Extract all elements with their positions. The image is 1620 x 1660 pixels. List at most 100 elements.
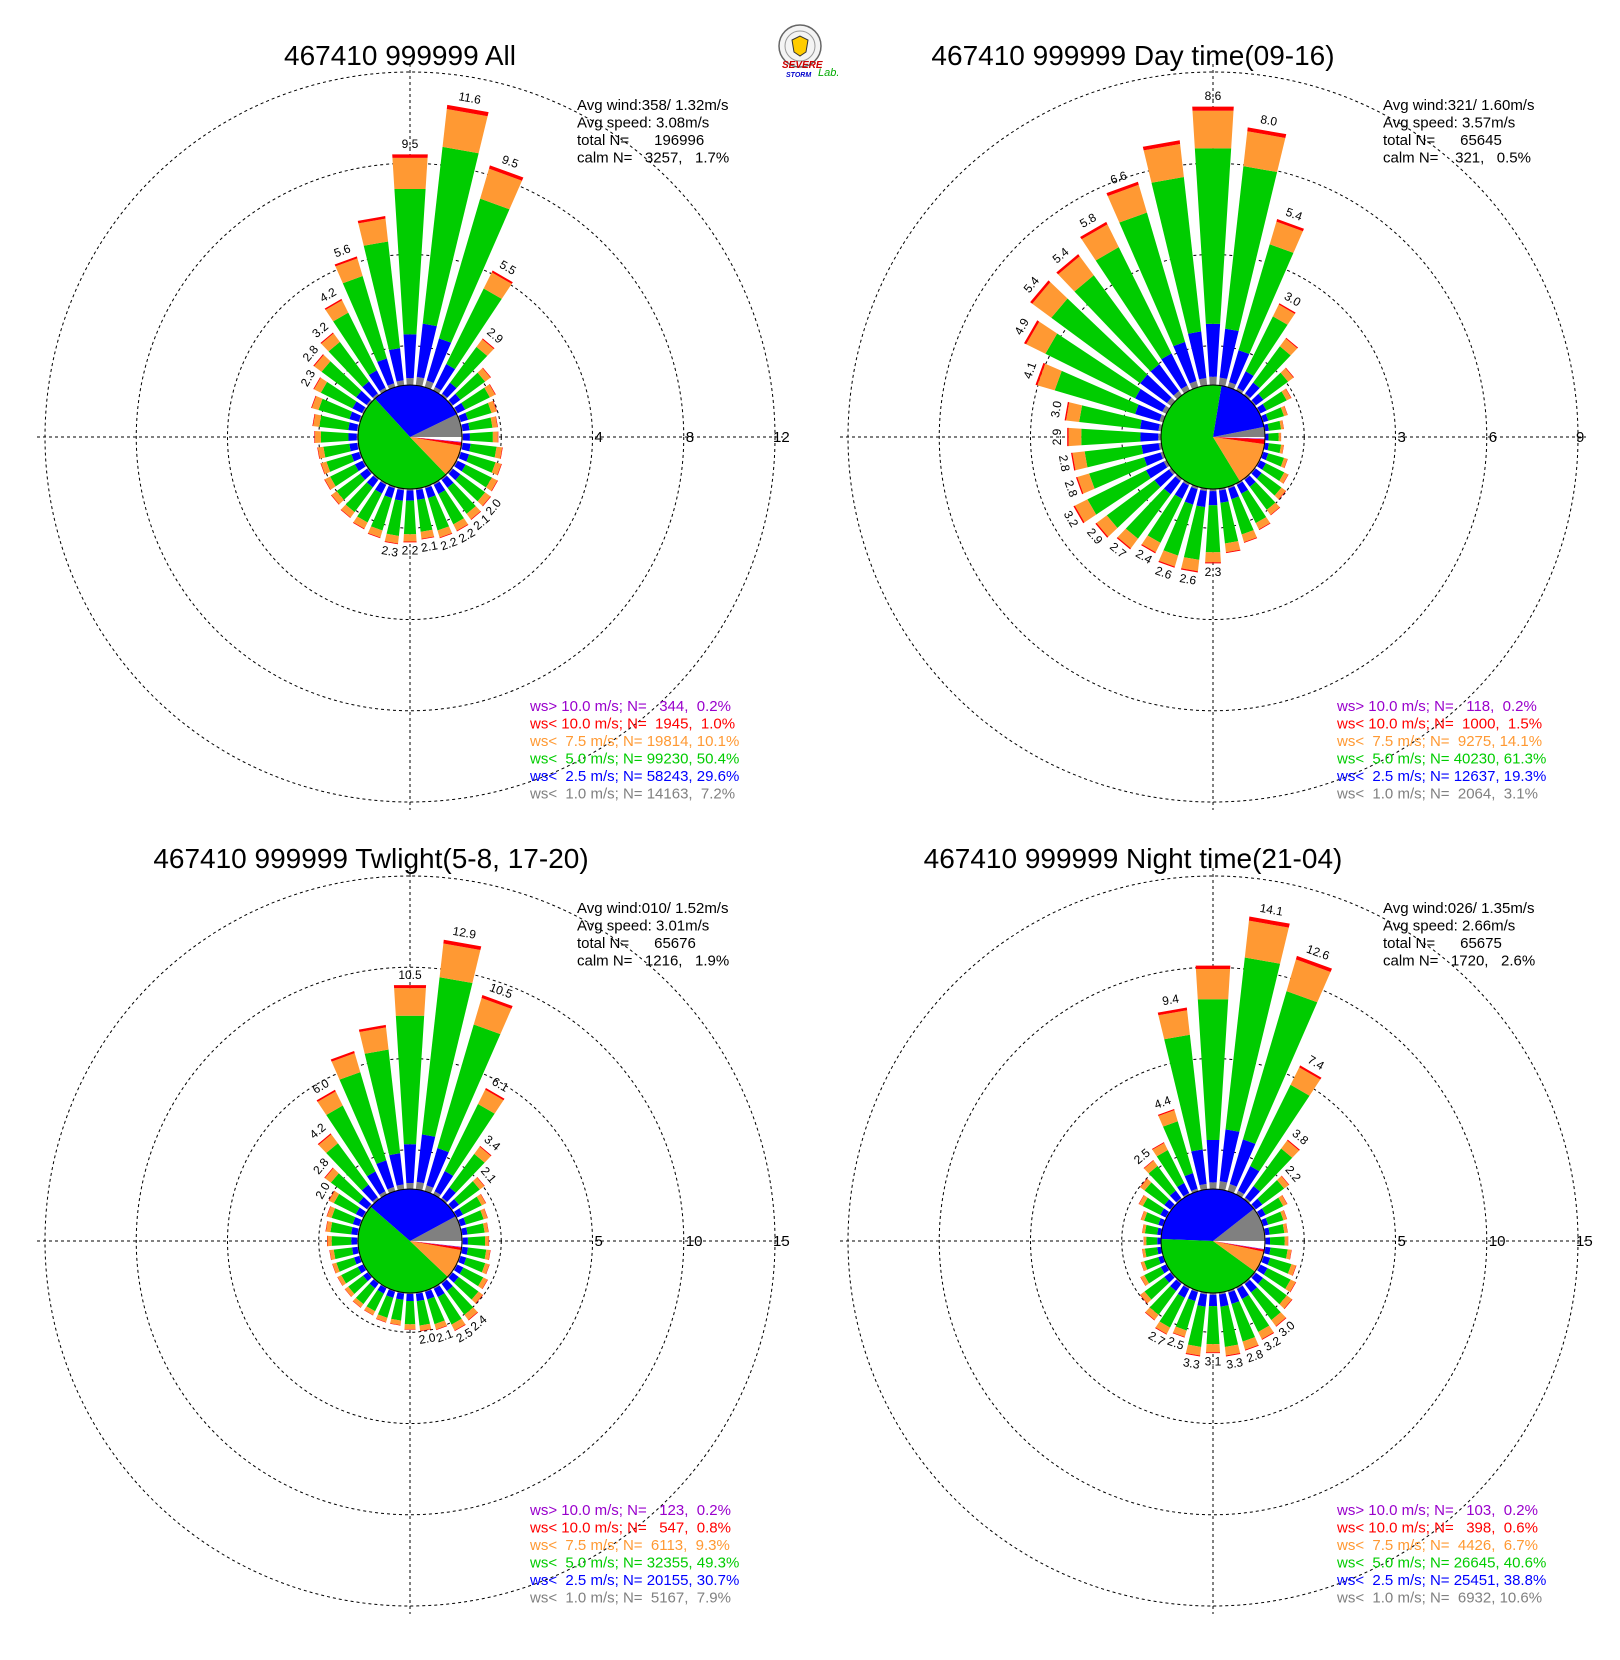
direction-bar-segment: [342, 276, 387, 362]
direction-bar-segment: [485, 1088, 505, 1101]
direction-bar-segment: [1281, 1140, 1300, 1158]
direction-bar-segment: [325, 1220, 328, 1232]
direction-bar-segment: [1175, 1298, 1196, 1331]
direction-bar-segment: [317, 446, 326, 459]
speed-class-legend-entry: ws< 7.5 m/s; N= 19814, 10.1%: [529, 733, 739, 750]
direction-bar-segment: [353, 1255, 362, 1265]
direction-bar-segment: [351, 1227, 359, 1236]
direction-bar-segment: [468, 1311, 479, 1321]
speed-class-legend-entry: ws< 5.0 m/s; N= 32355, 49.3%: [529, 1555, 739, 1572]
direction-bar-segment: [1218, 1181, 1228, 1191]
direction-bar-segment: [1278, 303, 1296, 314]
direction-bar-segment: [341, 1266, 362, 1284]
direction-bar-segment: [1292, 1265, 1297, 1276]
bar-value-label: 8.0: [1259, 112, 1278, 129]
direction-bar-segment: [1264, 442, 1269, 451]
grid-ring: [44, 875, 776, 1607]
bar-value-label: 3.3: [1182, 1355, 1201, 1372]
grid-ring: [318, 1149, 502, 1333]
speed-class-pie-slice: [1213, 385, 1265, 437]
direction-bar-segment: [386, 499, 403, 536]
direction-bar-segment: [1244, 475, 1256, 487]
direction-bar-segment: [1225, 166, 1278, 331]
direction-bar-segment: [484, 1208, 488, 1219]
direction-bar-segment: [483, 272, 512, 299]
direction-bar-segment: [1067, 427, 1069, 447]
direction-bar-segment: [1295, 955, 1333, 972]
direction-bar-segment: [320, 381, 357, 409]
direction-bar-segment: [396, 1184, 405, 1191]
direction-bar-segment: [451, 1318, 466, 1331]
direction-bar-segment: [1176, 1197, 1183, 1204]
direction-bar-segment: [1181, 557, 1200, 572]
ring-label: 10: [1489, 1233, 1506, 1250]
direction-bar-segment: [1245, 316, 1288, 376]
direction-bar-segment: [497, 463, 502, 476]
direction-bar-segment: [403, 1144, 417, 1183]
direction-bar-segment: [1191, 484, 1199, 490]
direction-bar-segment: [1280, 457, 1288, 469]
direction-bar-segment: [461, 1227, 468, 1236]
direction-bar-segment: [324, 298, 343, 310]
direction-bar-segment: [1225, 1353, 1241, 1357]
direction-bar-segment: [1282, 444, 1285, 454]
direction-bar-segment: [362, 381, 378, 398]
direction-bar-segment: [1258, 1325, 1274, 1340]
direction-bar-segment: [1160, 1208, 1169, 1218]
direction-bar-segment: [1089, 457, 1148, 489]
direction-bar-segment: [1191, 1149, 1207, 1186]
direction-bar-segment: [478, 1277, 488, 1289]
direction-bar-segment: [1282, 474, 1289, 484]
bar-value-label: 9.5: [500, 152, 521, 171]
direction-bar-segment: [421, 977, 473, 1137]
direction-bar-segment: [1236, 1285, 1249, 1300]
direction-bar-segment: [461, 442, 471, 452]
grid-ring: [135, 162, 685, 712]
direction-bar-segment: [453, 518, 468, 531]
bar-value-label: 2.1: [434, 1326, 455, 1345]
direction-bar-segment: [1257, 403, 1267, 414]
direction-bar-segment: [447, 1271, 453, 1278]
direction-bar-segment: [1106, 181, 1139, 197]
direction-bar-segment: [1084, 445, 1144, 468]
bar-value-label: 14.1: [1259, 901, 1285, 919]
direction-bar-segment: [1208, 1294, 1218, 1307]
direction-bar-segment: [458, 1255, 467, 1265]
direction-bar-segment: [481, 1263, 490, 1275]
direction-bar-segment: [1205, 505, 1221, 553]
direction-bar-segment: [461, 464, 492, 488]
direction-bar-segment: [352, 1300, 361, 1308]
direction-bar-segment: [1227, 1288, 1235, 1293]
direction-bar-segment: [1257, 460, 1266, 470]
speed-class-pie-slice: [410, 414, 462, 437]
direction-bar-segment: [349, 411, 361, 422]
speed-class-legend-entry: ws< 10.0 m/s; N= 1000, 1.5%: [1336, 716, 1542, 733]
direction-bar-segment: [463, 1257, 486, 1273]
direction-bar-segment: [1208, 491, 1218, 506]
direction-bar-segment: [433, 1191, 441, 1198]
direction-bar-segment: [466, 1223, 485, 1235]
bar-value-label: 7.4: [1305, 1052, 1327, 1073]
direction-bar-segment: [389, 1153, 404, 1186]
speed-class-legend-entry: ws< 10.0 m/s; N= 398, 0.6%: [1336, 1520, 1538, 1537]
direction-bar-segment: [1263, 1268, 1291, 1290]
ring-label: 4: [595, 429, 603, 446]
direction-bar-segment: [1162, 405, 1170, 414]
direction-bar-segment: [1189, 380, 1199, 390]
direction-bar-segment: [1144, 1276, 1170, 1300]
speed-class-legend-entry: ws> 10.0 m/s; N= 118, 0.2%: [1336, 698, 1537, 715]
direction-bar-segment: [1177, 1285, 1190, 1298]
direction-bar-segment: [1197, 999, 1229, 1140]
speed-class-legend-entry: ws< 7.5 m/s; N= 4426, 6.7%: [1336, 1537, 1538, 1554]
direction-bar-segment: [1176, 1278, 1183, 1284]
direction-bar-segment: [375, 481, 387, 494]
direction-bar-segment: [491, 270, 513, 284]
speed-class-legend-entry: ws< 7.5 m/s; N= 6113, 9.3%: [529, 1537, 730, 1554]
ring-label: 5: [595, 1233, 603, 1250]
direction-bar-segment: [1206, 1139, 1220, 1183]
direction-bar-segment: [1140, 1262, 1145, 1272]
direction-bar-segment: [377, 1295, 394, 1318]
direction-bar-segment: [1164, 1272, 1175, 1283]
direction-bar-segment: [1247, 127, 1287, 138]
direction-bar-segment: [1143, 143, 1184, 183]
